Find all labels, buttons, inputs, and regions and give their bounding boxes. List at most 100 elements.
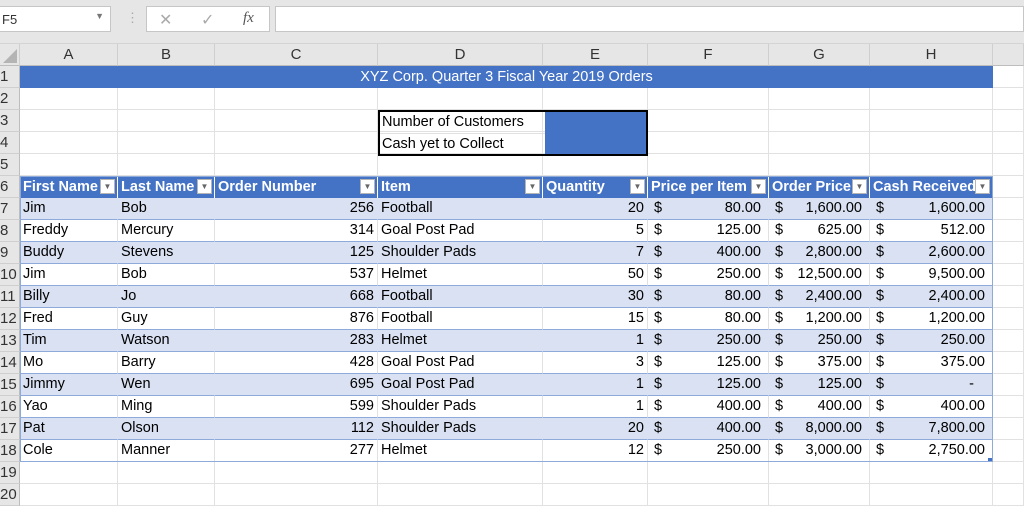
table-cell-order[interactable]: 256: [215, 198, 378, 220]
cell[interactable]: [993, 198, 1024, 220]
cell[interactable]: [870, 110, 993, 132]
table-cell-first[interactable]: Tim: [20, 330, 118, 352]
cell[interactable]: [118, 154, 215, 176]
row-header-6[interactable]: 6: [0, 176, 20, 198]
cell[interactable]: [378, 154, 543, 176]
formula-input[interactable]: [275, 6, 1024, 32]
row-header-20[interactable]: 20: [0, 484, 20, 506]
row-header-2[interactable]: 2: [0, 88, 20, 110]
table-cell-order-price[interactable]: $250.00: [769, 330, 870, 352]
table-cell-item[interactable]: Shoulder Pads: [378, 242, 543, 264]
enter-icon[interactable]: ✓: [201, 12, 215, 29]
table-cell-first[interactable]: Jim: [20, 198, 118, 220]
sheet-title[interactable]: XYZ Corp. Quarter 3 Fiscal Year 2019 Ord…: [20, 66, 993, 88]
filter-dropdown-icon[interactable]: ▼: [525, 179, 540, 194]
cancel-icon[interactable]: ✕: [159, 12, 173, 29]
table-cell-qty[interactable]: 5: [543, 220, 648, 242]
cell[interactable]: [648, 132, 769, 154]
table-cell-qty[interactable]: 20: [543, 198, 648, 220]
table-cell-qty[interactable]: 1: [543, 330, 648, 352]
table-cell-cash[interactable]: $1,200.00: [870, 308, 993, 330]
cell[interactable]: [648, 110, 769, 132]
table-cell-last[interactable]: Olson: [118, 418, 215, 440]
table-cell-first[interactable]: Jimmy: [20, 374, 118, 396]
table-cell-last[interactable]: Watson: [118, 330, 215, 352]
table-cell-first[interactable]: Mo: [20, 352, 118, 374]
cell[interactable]: [543, 462, 648, 484]
cell[interactable]: [870, 154, 993, 176]
table-cell-price[interactable]: $80.00: [648, 308, 769, 330]
table-cell-qty[interactable]: 50: [543, 264, 648, 286]
cell[interactable]: [993, 330, 1024, 352]
column-header-b[interactable]: B: [118, 44, 215, 66]
table-cell-qty[interactable]: 15: [543, 308, 648, 330]
cell[interactable]: [378, 88, 543, 110]
cell[interactable]: [993, 352, 1024, 374]
cell[interactable]: [993, 264, 1024, 286]
table-cell-order-price[interactable]: $625.00: [769, 220, 870, 242]
table-cell-item[interactable]: Football: [378, 286, 543, 308]
table-cell-price[interactable]: $250.00: [648, 330, 769, 352]
cell[interactable]: [993, 440, 1024, 462]
table-cell-cash[interactable]: $2,750.00: [870, 440, 993, 462]
table-header[interactable]: First Name ▼: [20, 176, 118, 198]
table-cell-qty[interactable]: 7: [543, 242, 648, 264]
table-cell-order-price[interactable]: $3,000.00: [769, 440, 870, 462]
table-cell-order[interactable]: 277: [215, 440, 378, 462]
cell[interactable]: [769, 462, 870, 484]
row-header-10[interactable]: 10: [0, 264, 20, 286]
table-cell-last[interactable]: Bob: [118, 264, 215, 286]
chevron-down-icon[interactable]: ▼: [95, 11, 104, 21]
table-cell-price[interactable]: $80.00: [648, 286, 769, 308]
filter-dropdown-icon[interactable]: ▼: [751, 179, 766, 194]
table-header[interactable]: Order Number ▼: [215, 176, 378, 198]
cell[interactable]: [543, 154, 648, 176]
cell[interactable]: [378, 462, 543, 484]
cell[interactable]: [993, 242, 1024, 264]
table-cell-cash[interactable]: $2,600.00: [870, 242, 993, 264]
table-cell-item[interactable]: Football: [378, 308, 543, 330]
cell[interactable]: [215, 88, 378, 110]
cell[interactable]: [20, 154, 118, 176]
table-cell-cash[interactable]: $9,500.00: [870, 264, 993, 286]
cell[interactable]: [215, 484, 378, 506]
cell[interactable]: [993, 308, 1024, 330]
cell[interactable]: [870, 88, 993, 110]
table-cell-item[interactable]: Helmet: [378, 440, 543, 462]
cell[interactable]: [993, 154, 1024, 176]
table-cell-price[interactable]: $400.00: [648, 242, 769, 264]
cell[interactable]: [118, 110, 215, 132]
filter-dropdown-icon[interactable]: ▼: [975, 179, 990, 194]
table-cell-order[interactable]: 283: [215, 330, 378, 352]
row-header-14[interactable]: 14: [0, 352, 20, 374]
table-cell-last[interactable]: Manner: [118, 440, 215, 462]
table-cell-cash[interactable]: $250.00: [870, 330, 993, 352]
table-cell-order[interactable]: 876: [215, 308, 378, 330]
column-header-i[interactable]: [993, 44, 1024, 66]
cell[interactable]: [20, 88, 118, 110]
table-cell-price[interactable]: $400.00: [648, 396, 769, 418]
column-header-f[interactable]: F: [648, 44, 769, 66]
cell[interactable]: [993, 110, 1024, 132]
table-header[interactable]: Item ▼: [378, 176, 543, 198]
name-box[interactable]: F5 ▼: [0, 6, 111, 32]
table-cell-order[interactable]: 112: [215, 418, 378, 440]
cell[interactable]: [648, 462, 769, 484]
table-cell-first[interactable]: Buddy: [20, 242, 118, 264]
cell[interactable]: [993, 286, 1024, 308]
table-cell-item[interactable]: Shoulder Pads: [378, 396, 543, 418]
row-header-7[interactable]: 7: [0, 198, 20, 220]
table-header[interactable]: Order Price ▼: [769, 176, 870, 198]
drag-handle-icon[interactable]: ⋮: [126, 10, 139, 25]
table-cell-price[interactable]: $125.00: [648, 352, 769, 374]
row-header-15[interactable]: 15: [0, 374, 20, 396]
cell[interactable]: [543, 88, 648, 110]
table-cell-order-price[interactable]: $2,400.00: [769, 286, 870, 308]
column-header-d[interactable]: D: [378, 44, 543, 66]
filter-dropdown-icon[interactable]: ▼: [100, 179, 115, 194]
table-cell-cash[interactable]: $512.00: [870, 220, 993, 242]
cell[interactable]: [993, 374, 1024, 396]
table-cell-price[interactable]: $400.00: [648, 418, 769, 440]
filter-dropdown-icon[interactable]: ▼: [360, 179, 375, 194]
row-header-9[interactable]: 9: [0, 242, 20, 264]
